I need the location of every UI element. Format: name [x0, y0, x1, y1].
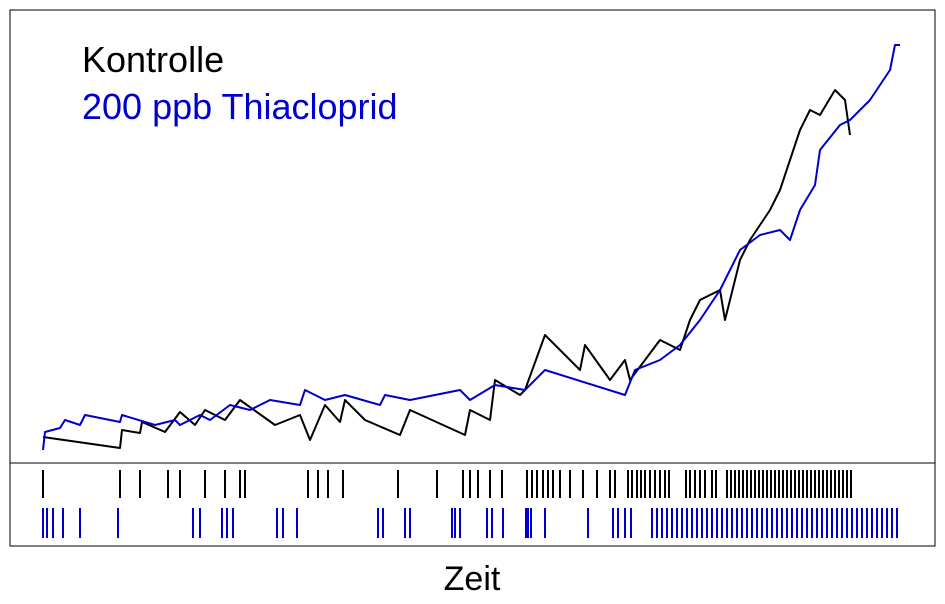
x-axis-label: Zeit [444, 560, 501, 598]
legend-entry: 200 ppb Thiacloprid [82, 86, 398, 127]
plot-frame [9, 9, 936, 547]
legend-entry: Kontrolle [82, 39, 224, 80]
series-line [42, 44, 900, 451]
series-line [42, 89, 851, 449]
